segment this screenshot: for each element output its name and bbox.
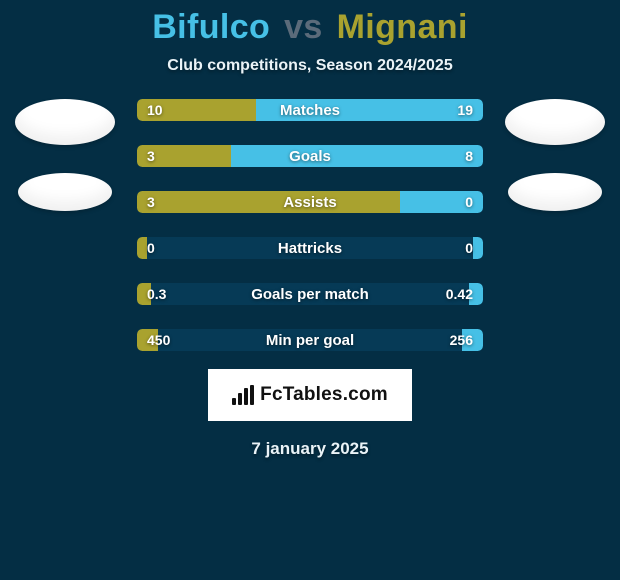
stat-value-right: 256 <box>440 329 483 351</box>
stat-value-right: 0 <box>455 237 483 259</box>
right-logos <box>505 99 605 211</box>
date: 7 january 2025 <box>0 439 620 459</box>
stat-value-right: 0 <box>455 191 483 213</box>
brand-badge: FcTables.com <box>208 369 412 421</box>
player2-name: Mignani <box>337 8 468 46</box>
stat-value-left: 450 <box>137 329 180 351</box>
comparison-infographic: Bifulco vs Mignani Club competitions, Se… <box>0 0 620 580</box>
stat-value-left: 0.3 <box>137 283 176 305</box>
player1-club-logo <box>15 99 115 145</box>
stat-value-right: 8 <box>455 145 483 167</box>
subtitle: Club competitions, Season 2024/2025 <box>0 57 620 75</box>
stat-value-left: 3 <box>137 191 165 213</box>
stat-bar: 0 0Hattricks <box>137 237 483 259</box>
stat-bar: 0.3 0.42Goals per match <box>137 283 483 305</box>
stat-label: Min per goal <box>137 329 483 351</box>
stat-value-left: 3 <box>137 145 165 167</box>
bar-chart-icon <box>232 385 254 405</box>
stat-bar: 30Assists <box>137 191 483 213</box>
player1-name: Bifulco <box>152 8 270 46</box>
stat-bar: 450 256Min per goal <box>137 329 483 351</box>
bar-fill-right <box>231 145 483 167</box>
stat-value-right: 19 <box>447 99 483 121</box>
stat-bars: 1019Matches38Goals30Assists00Hattricks0.… <box>137 99 483 351</box>
stat-value-right: 0.42 <box>436 283 483 305</box>
stat-value-left: 10 <box>137 99 173 121</box>
player2-club-logo <box>505 99 605 145</box>
stat-bar: 38Goals <box>137 145 483 167</box>
left-logos <box>15 99 115 211</box>
title-separator: vs <box>284 8 323 46</box>
stat-value-left: 0 <box>137 237 165 259</box>
content-row: 1019Matches38Goals30Assists00Hattricks0.… <box>0 99 620 351</box>
stat-bar: 1019Matches <box>137 99 483 121</box>
player1-nation-logo <box>18 173 112 211</box>
brand-text: FcTables.com <box>260 384 388 406</box>
stat-label: Goals per match <box>137 283 483 305</box>
player2-nation-logo <box>508 173 602 211</box>
bar-fill-left <box>137 191 400 213</box>
page-title: Bifulco vs Mignani <box>0 8 620 47</box>
stat-label: Hattricks <box>137 237 483 259</box>
